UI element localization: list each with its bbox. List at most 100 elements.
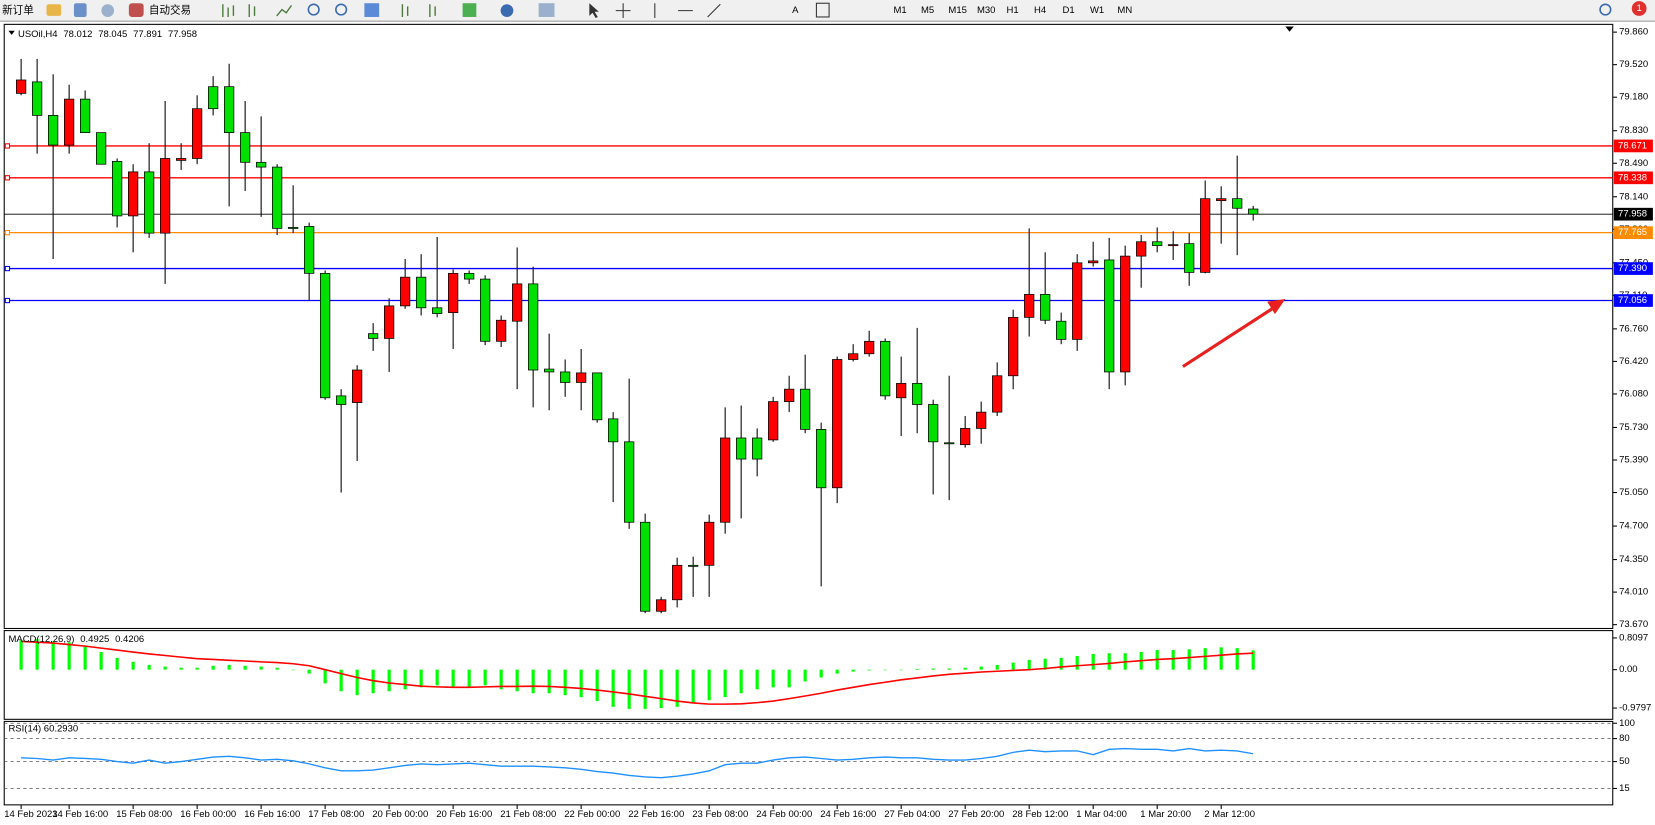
y-tick-label: 78.140 — [1619, 191, 1648, 202]
candle-body — [192, 108, 203, 159]
zoom-in[interactable] — [307, 3, 320, 16]
x-tick-label: 22 Feb 16:00 — [628, 809, 684, 820]
cursor-tool[interactable] — [589, 3, 599, 19]
timeframe-button[interactable]: H1 — [1007, 5, 1019, 16]
last-price-tag — [1613, 207, 1653, 221]
macd-bar — [851, 669, 855, 672]
macd-bar — [995, 664, 999, 670]
icon[interactable] — [538, 3, 555, 17]
macd-title: MACD(12,26,9) — [8, 634, 74, 645]
y-tick-label: 80 — [1619, 733, 1630, 744]
icon[interactable] — [46, 4, 62, 16]
macd-bar — [147, 664, 151, 670]
icon[interactable] — [276, 4, 293, 17]
macd-bar — [1091, 653, 1095, 670]
macd-bar — [883, 669, 887, 671]
timeframe-button[interactable]: H4 — [1034, 5, 1046, 16]
icon[interactable] — [73, 3, 87, 17]
candle-body — [848, 353, 859, 360]
icon[interactable] — [500, 4, 514, 17]
x-tick-label: 14 Feb 16:00 — [52, 809, 108, 820]
candle-body — [320, 272, 331, 399]
x-tick-label: 20 Feb 16:00 — [436, 809, 492, 820]
timeframe-bar: M1 M5 M15 M30 H1 H4 D1 W1 MN — [894, 5, 1133, 16]
timeframe-button[interactable]: D1 — [1062, 5, 1074, 16]
macd-bar — [19, 640, 23, 670]
candle-body — [800, 388, 811, 430]
icon[interactable] — [248, 4, 256, 17]
notification-badge[interactable] — [1631, 1, 1647, 16]
candle-body — [544, 368, 555, 373]
macd-bar — [947, 668, 951, 670]
macd-signal-line — [21, 640, 1254, 705]
timeframe-button[interactable]: M5 — [921, 5, 934, 16]
candle-body — [1008, 317, 1019, 377]
icon[interactable] — [101, 4, 115, 17]
macd-bar — [1219, 647, 1223, 670]
icon[interactable] — [401, 4, 436, 17]
zoom-out[interactable] — [335, 3, 348, 16]
candle-body — [1072, 262, 1083, 340]
y-tick-label: 79.180 — [1619, 92, 1648, 103]
price-level-marker — [4, 175, 11, 181]
candle-body — [464, 272, 475, 280]
new-order-button[interactable]: 新订单 — [2, 3, 34, 16]
macd-bar — [691, 669, 695, 703]
y-tick-label: 78.490 — [1619, 158, 1648, 169]
price-level-tag — [1613, 226, 1653, 239]
macd-bar — [243, 665, 247, 670]
auto-trading-button[interactable]: 自动交易 — [149, 3, 191, 16]
y-tick-label: 73.670 — [1619, 619, 1648, 630]
y-tick-label: 75.730 — [1619, 422, 1648, 433]
timeframe-button[interactable]: M30 — [977, 5, 995, 16]
last-high: 78.045 — [98, 28, 127, 39]
macd-bar — [1075, 655, 1079, 670]
timeframe-button[interactable]: M15 — [948, 5, 966, 16]
macd-bar — [131, 661, 135, 670]
macd-bar — [355, 669, 359, 696]
candle-body — [992, 375, 1003, 413]
auto-trading-icon[interactable] — [128, 3, 144, 17]
text-tool[interactable]: A — [792, 5, 799, 16]
icon[interactable] — [222, 4, 235, 17]
candle-body — [576, 372, 587, 383]
search-button[interactable] — [1599, 3, 1612, 16]
macd-bar — [115, 657, 119, 670]
candle-body — [624, 441, 635, 523]
macd-bar — [275, 667, 279, 670]
candle-body — [512, 283, 523, 322]
candle-body — [32, 81, 43, 116]
label-tool[interactable] — [815, 2, 830, 18]
price-level-marker — [4, 265, 11, 272]
price-level-marker — [4, 297, 11, 304]
price-level-label: 78.671 — [1618, 140, 1647, 151]
timeframe-button[interactable]: W1 — [1090, 5, 1104, 16]
candle-body — [1024, 294, 1035, 318]
macd-bar — [451, 669, 455, 688]
icon[interactable] — [462, 3, 477, 17]
macd-bar — [1171, 650, 1175, 670]
macd-header: MACD(12,26,9) 0.4925 0.4206 — [8, 634, 144, 645]
timeframe-button[interactable]: MN — [1117, 5, 1132, 16]
y-tick-label: 74.700 — [1619, 521, 1648, 532]
macd-bar — [1251, 650, 1255, 670]
candle-body — [1168, 244, 1179, 247]
price-level-label: 77.056 — [1618, 295, 1647, 306]
candle-body — [224, 86, 235, 133]
candle-body — [128, 171, 139, 217]
arrow-head — [1267, 298, 1286, 315]
macd-bar — [579, 669, 583, 698]
timeframe-button[interactable]: M1 — [894, 5, 907, 16]
icon[interactable] — [364, 3, 380, 17]
chart-shift-marker — [1285, 26, 1294, 32]
x-tick-label: 16 Feb 00:00 — [180, 809, 236, 820]
candle-body — [944, 442, 955, 445]
toolbar-bg — [0, 0, 1655, 22]
y-tick-label: 74.010 — [1619, 587, 1648, 598]
drawing-tools[interactable] — [615, 3, 721, 19]
last-open: 78.012 — [63, 28, 92, 39]
macd-bar — [771, 669, 775, 688]
macd-bar — [515, 669, 519, 692]
candle-body — [1200, 198, 1211, 273]
candle-body — [528, 283, 539, 371]
